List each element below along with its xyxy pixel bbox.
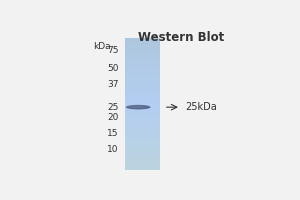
- Bar: [125, 104, 160, 106]
- Bar: [125, 106, 160, 108]
- Bar: [125, 80, 160, 82]
- Text: 50: 50: [107, 64, 119, 73]
- Bar: [125, 69, 160, 71]
- Bar: [125, 78, 160, 80]
- Bar: [125, 142, 160, 144]
- Bar: [125, 144, 160, 146]
- Bar: [125, 133, 160, 135]
- Bar: [125, 159, 160, 161]
- Bar: [125, 91, 160, 93]
- Bar: [125, 164, 160, 166]
- Bar: [125, 56, 160, 58]
- Bar: [125, 84, 160, 86]
- Bar: [125, 128, 160, 131]
- Bar: [125, 42, 160, 44]
- Bar: [125, 93, 160, 95]
- Bar: [125, 157, 160, 159]
- Text: 75: 75: [107, 46, 119, 55]
- Text: 20: 20: [107, 113, 119, 122]
- Ellipse shape: [126, 105, 151, 109]
- Bar: [125, 135, 160, 137]
- Bar: [125, 58, 160, 60]
- Bar: [125, 62, 160, 64]
- Bar: [125, 150, 160, 153]
- Bar: [125, 75, 160, 78]
- Bar: [125, 113, 160, 115]
- Bar: [125, 67, 160, 69]
- Bar: [125, 166, 160, 168]
- Bar: [125, 73, 160, 75]
- Bar: [125, 38, 160, 40]
- Bar: [125, 44, 160, 47]
- Bar: [125, 40, 160, 42]
- Bar: [125, 148, 160, 150]
- Bar: [125, 168, 160, 170]
- Bar: [125, 86, 160, 89]
- Bar: [125, 131, 160, 133]
- Bar: [125, 124, 160, 126]
- Bar: [125, 97, 160, 100]
- Bar: [125, 53, 160, 56]
- Bar: [125, 100, 160, 102]
- Bar: [125, 161, 160, 164]
- Text: 25kDa: 25kDa: [185, 102, 217, 112]
- Text: 15: 15: [107, 129, 119, 138]
- Text: Western Blot: Western Blot: [138, 31, 224, 44]
- Bar: [125, 95, 160, 97]
- Text: 10: 10: [107, 145, 119, 154]
- Bar: [125, 155, 160, 157]
- Text: 37: 37: [107, 80, 119, 89]
- Bar: [125, 137, 160, 139]
- Text: kDa: kDa: [94, 42, 111, 51]
- Bar: [125, 117, 160, 120]
- FancyBboxPatch shape: [125, 38, 160, 170]
- Bar: [125, 47, 160, 49]
- Bar: [125, 82, 160, 84]
- Bar: [125, 51, 160, 53]
- Bar: [125, 102, 160, 104]
- Bar: [125, 111, 160, 113]
- Text: 25: 25: [107, 103, 119, 112]
- Bar: [125, 71, 160, 73]
- Bar: [125, 139, 160, 142]
- Bar: [125, 60, 160, 62]
- Bar: [125, 89, 160, 91]
- Bar: [125, 126, 160, 128]
- Ellipse shape: [128, 106, 146, 108]
- Bar: [125, 108, 160, 111]
- Bar: [125, 146, 160, 148]
- Bar: [125, 49, 160, 51]
- Bar: [125, 64, 160, 67]
- Bar: [125, 153, 160, 155]
- Bar: [125, 115, 160, 117]
- Bar: [125, 122, 160, 124]
- Bar: [125, 120, 160, 122]
